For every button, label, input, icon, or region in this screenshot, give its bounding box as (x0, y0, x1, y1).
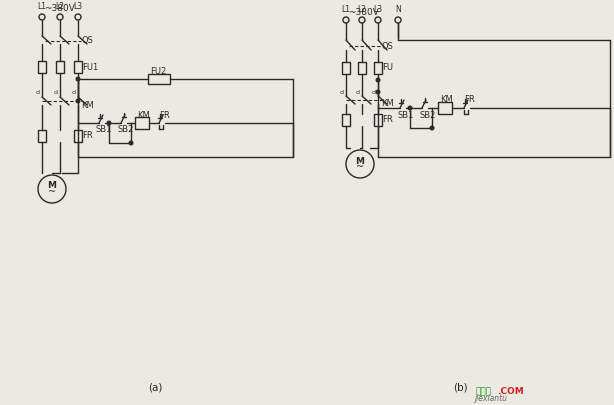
Bar (38, 130, 46, 142)
Text: FU: FU (382, 64, 393, 72)
Text: d: d (356, 90, 360, 94)
Text: QS: QS (82, 36, 94, 45)
Text: KM: KM (137, 111, 150, 119)
Circle shape (38, 175, 66, 203)
Text: QS: QS (381, 41, 393, 51)
Bar (374, 62, 382, 74)
Text: L1: L1 (37, 2, 47, 11)
Circle shape (129, 141, 133, 145)
Text: N: N (395, 5, 401, 14)
Text: M: M (356, 156, 365, 166)
Text: ~380V: ~380V (348, 8, 379, 17)
Text: d: d (372, 90, 376, 94)
Circle shape (359, 17, 365, 23)
Text: FR: FR (82, 132, 93, 141)
Text: SB1: SB1 (96, 126, 112, 134)
Circle shape (57, 14, 63, 20)
Text: L2: L2 (55, 2, 64, 11)
Text: 接线图: 接线图 (475, 387, 491, 396)
Text: KM: KM (81, 100, 94, 109)
Text: FU1: FU1 (82, 62, 98, 72)
Text: FR: FR (464, 96, 475, 104)
Circle shape (430, 126, 434, 130)
Circle shape (376, 90, 380, 94)
Bar (342, 114, 350, 126)
Text: d: d (72, 90, 76, 96)
Bar (148, 74, 170, 84)
Circle shape (39, 14, 45, 20)
Text: SB1: SB1 (397, 111, 413, 119)
Text: ~: ~ (356, 162, 364, 172)
Text: .COM: .COM (497, 387, 524, 396)
Bar (135, 117, 149, 129)
Circle shape (376, 78, 380, 82)
Circle shape (375, 17, 381, 23)
Bar (342, 62, 350, 74)
Text: M: M (47, 181, 56, 190)
Text: ~: ~ (48, 187, 56, 197)
Circle shape (76, 77, 80, 81)
Text: FR: FR (382, 115, 393, 124)
Text: jiexiantu: jiexiantu (475, 394, 508, 403)
Text: L1: L1 (341, 5, 351, 14)
Text: L3: L3 (74, 2, 82, 11)
Bar (74, 61, 82, 73)
Circle shape (76, 99, 80, 103)
Bar (374, 114, 382, 126)
Text: SB2: SB2 (118, 126, 134, 134)
Circle shape (343, 17, 349, 23)
Text: d: d (36, 90, 40, 96)
Text: d: d (54, 90, 58, 96)
Circle shape (408, 106, 412, 110)
Text: (b): (b) (453, 383, 467, 393)
Text: ~380V: ~380V (44, 4, 75, 13)
Text: FR: FR (159, 111, 169, 119)
Circle shape (75, 14, 81, 20)
Text: d: d (340, 90, 344, 94)
Text: KM: KM (381, 98, 394, 107)
Bar (56, 61, 64, 73)
Text: L2: L2 (357, 5, 367, 14)
Text: FU2: FU2 (150, 68, 166, 77)
Text: L3: L3 (373, 5, 383, 14)
Bar (74, 130, 82, 142)
Text: SB2: SB2 (419, 111, 435, 119)
Text: (a): (a) (148, 383, 162, 393)
Bar (38, 61, 46, 73)
Text: KM: KM (440, 96, 453, 104)
Bar (438, 102, 452, 114)
Bar (358, 62, 366, 74)
Circle shape (395, 17, 401, 23)
Circle shape (107, 121, 111, 125)
Circle shape (346, 150, 374, 178)
